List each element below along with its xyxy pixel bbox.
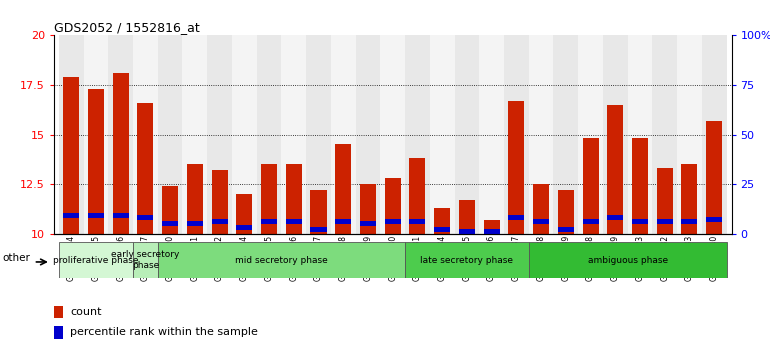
Text: ambiguous phase: ambiguous phase	[588, 256, 668, 265]
Bar	[578, 35, 603, 234]
Bar	[681, 164, 698, 234]
Bar	[454, 35, 479, 234]
Text: other: other	[2, 253, 30, 263]
Bar	[385, 178, 400, 234]
Bar	[212, 219, 228, 224]
Bar	[380, 35, 405, 234]
Bar	[236, 225, 253, 230]
Bar	[405, 35, 430, 234]
Bar	[608, 215, 623, 220]
Bar	[632, 219, 648, 224]
Bar	[59, 35, 84, 234]
Text: late secretory phase: late secretory phase	[420, 256, 514, 265]
Bar	[632, 138, 648, 234]
Bar	[112, 73, 129, 234]
Bar	[434, 227, 450, 232]
Bar	[137, 215, 153, 220]
Bar	[405, 242, 529, 278]
Bar	[88, 213, 104, 218]
Bar	[603, 35, 628, 234]
Bar	[63, 77, 79, 234]
Bar	[529, 242, 727, 278]
Bar	[212, 170, 228, 234]
Bar	[582, 138, 598, 234]
Text: mid secretory phase: mid secretory phase	[235, 256, 328, 265]
Bar	[261, 219, 277, 224]
Bar	[529, 35, 554, 234]
Bar	[628, 35, 652, 234]
Bar	[608, 105, 623, 234]
Bar	[459, 229, 475, 234]
Bar	[681, 219, 698, 224]
Bar	[88, 89, 104, 234]
Bar	[657, 219, 673, 224]
Bar	[187, 164, 203, 234]
Bar	[557, 190, 574, 234]
Bar	[706, 121, 722, 234]
Bar	[484, 220, 500, 234]
Bar	[434, 208, 450, 234]
Bar	[410, 219, 426, 224]
Bar	[335, 144, 351, 234]
Bar	[310, 190, 326, 234]
Text: count: count	[70, 307, 102, 317]
Bar	[701, 35, 727, 234]
Bar	[430, 35, 454, 234]
Bar	[504, 35, 529, 234]
Bar	[236, 194, 253, 234]
Text: GDS2052 / 1552816_at: GDS2052 / 1552816_at	[54, 21, 199, 34]
Text: percentile rank within the sample: percentile rank within the sample	[70, 327, 258, 337]
Text: proliferative phase: proliferative phase	[53, 256, 139, 265]
Bar	[261, 164, 277, 234]
Bar	[677, 35, 701, 234]
Bar	[286, 164, 302, 234]
Bar	[182, 35, 207, 234]
Bar	[54, 326, 63, 339]
Bar	[557, 227, 574, 232]
Bar	[335, 219, 351, 224]
Bar	[360, 184, 376, 234]
Bar	[706, 217, 722, 222]
Bar	[162, 221, 178, 226]
Bar	[137, 103, 153, 234]
Bar	[479, 35, 504, 234]
Bar	[582, 219, 598, 224]
Bar	[331, 35, 356, 234]
Bar	[162, 186, 178, 234]
Bar	[109, 35, 133, 234]
Bar	[459, 200, 475, 234]
Bar	[63, 213, 79, 218]
Bar	[256, 35, 281, 234]
Bar	[508, 215, 524, 220]
Bar	[158, 242, 405, 278]
Bar	[508, 101, 524, 234]
Bar	[232, 35, 256, 234]
Bar	[533, 184, 549, 234]
Text: early secretory
phase: early secretory phase	[111, 251, 179, 270]
Bar	[533, 219, 549, 224]
Bar	[356, 35, 380, 234]
Bar	[286, 219, 302, 224]
Bar	[133, 35, 158, 234]
Bar	[59, 242, 133, 278]
Bar	[554, 35, 578, 234]
Bar	[657, 168, 673, 234]
Bar	[484, 229, 500, 234]
Bar	[133, 242, 158, 278]
Bar	[84, 35, 109, 234]
Bar	[385, 219, 400, 224]
Bar	[207, 35, 232, 234]
Bar	[410, 158, 426, 234]
Bar	[652, 35, 677, 234]
Bar	[281, 35, 306, 234]
Bar	[54, 306, 63, 318]
Bar	[112, 213, 129, 218]
Bar	[306, 35, 331, 234]
Bar	[187, 221, 203, 226]
Bar	[310, 227, 326, 232]
Bar	[158, 35, 182, 234]
Bar	[360, 221, 376, 226]
